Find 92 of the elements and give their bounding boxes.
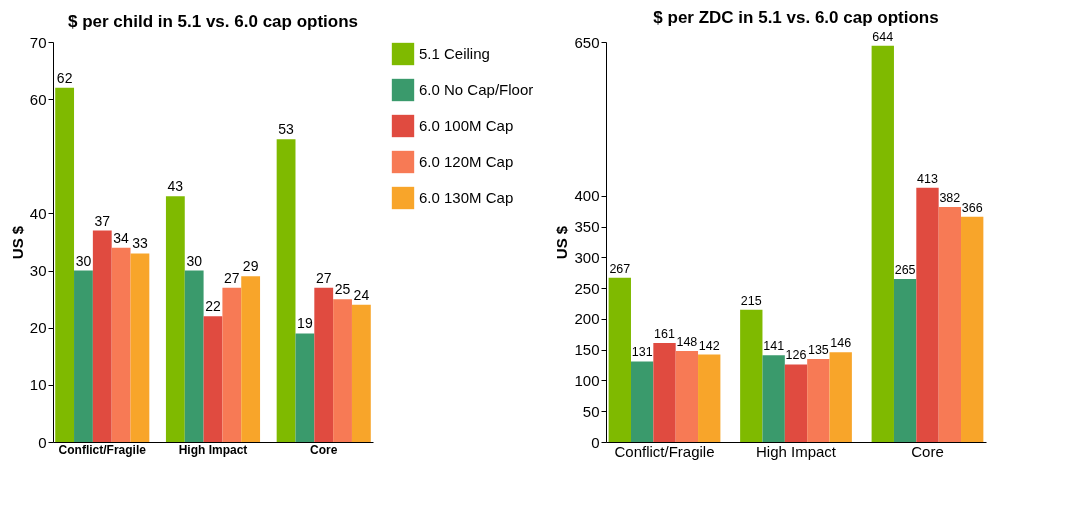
bar xyxy=(165,196,185,442)
bar xyxy=(740,309,763,442)
data-label: 25 xyxy=(334,281,351,298)
data-label: 161 xyxy=(654,326,675,341)
data-label: 29 xyxy=(242,258,259,275)
bar xyxy=(111,247,131,442)
y-tick-label: 10 xyxy=(29,376,47,394)
legend-label: 6.0 120M Cap xyxy=(419,153,514,170)
bar xyxy=(55,87,75,442)
data-label: 22 xyxy=(205,298,221,315)
bar xyxy=(295,333,315,442)
data-label: 141 xyxy=(763,339,785,354)
bar xyxy=(333,299,352,442)
bar xyxy=(222,287,242,442)
y-tick-label: 100 xyxy=(574,371,600,389)
data-label: 142 xyxy=(698,338,720,353)
x-tick-label: High Impact xyxy=(755,442,837,460)
data-label: 413 xyxy=(917,171,938,186)
data-label: 53 xyxy=(278,121,295,138)
y-tick-label: 50 xyxy=(582,402,600,420)
data-label: 265 xyxy=(894,262,916,277)
data-label: 30 xyxy=(186,252,203,269)
bar xyxy=(961,216,984,442)
y-tick-label: 300 xyxy=(574,248,600,266)
chart-title: $ per child in 5.1 vs. 6.0 cap options xyxy=(67,12,359,31)
chart-title: $ per ZDC in 5.1 vs. 6.0 cap options xyxy=(653,7,939,27)
bar xyxy=(829,352,852,442)
bar xyxy=(893,278,917,442)
bar xyxy=(130,253,150,442)
bar xyxy=(184,270,204,442)
y-tick-label: 400 xyxy=(574,187,600,205)
y-tick-label: 650 xyxy=(574,33,600,51)
y-axis-title: US $ xyxy=(553,225,571,260)
data-label: 146 xyxy=(830,336,852,351)
legend-label: 6.0 No Cap/Floor xyxy=(419,81,534,98)
data-label: 27 xyxy=(224,269,240,286)
bar xyxy=(698,354,721,442)
y-tick-label: 350 xyxy=(574,218,600,236)
data-label: 215 xyxy=(740,293,762,308)
bar xyxy=(675,350,699,442)
x-tick-label: Core xyxy=(911,442,944,460)
data-label: 33 xyxy=(132,235,148,252)
legend-label: 6.0 100M Cap xyxy=(419,117,514,134)
y-tick-label: 70 xyxy=(29,33,47,51)
x-tick-label: Conflict/Fragile xyxy=(614,442,715,460)
legend-label: 6.0 130M Cap xyxy=(419,189,514,206)
x-tick-label: Core xyxy=(310,442,338,457)
y-tick-label: 20 xyxy=(29,319,47,337)
data-label: 382 xyxy=(939,190,961,205)
data-label: 148 xyxy=(676,334,698,349)
y-tick-label: 40 xyxy=(29,204,47,222)
bar xyxy=(630,361,654,442)
bar xyxy=(241,276,261,442)
data-label: 19 xyxy=(297,315,313,332)
y-tick-label: 150 xyxy=(574,341,600,359)
bar xyxy=(938,206,962,442)
bar xyxy=(916,187,939,442)
bar xyxy=(608,277,631,442)
y-tick-label: 200 xyxy=(574,310,600,328)
y-tick-label: 0 xyxy=(38,433,47,451)
bar xyxy=(871,45,894,442)
data-label: 24 xyxy=(353,286,370,303)
y-axis-title: US $ xyxy=(8,225,26,260)
x-tick-label: High Impact xyxy=(178,442,248,457)
bar xyxy=(784,364,808,442)
data-label: 43 xyxy=(167,178,184,195)
data-label: 267 xyxy=(609,261,631,276)
data-label: 62 xyxy=(56,69,73,86)
data-label: 131 xyxy=(631,345,653,360)
data-label: 30 xyxy=(75,252,92,269)
bar xyxy=(203,316,223,442)
y-tick-label: 250 xyxy=(574,279,600,297)
data-label: 366 xyxy=(961,200,983,215)
x-tick-label: Conflict/Fragile xyxy=(58,442,147,457)
data-label: 27 xyxy=(315,269,332,286)
y-tick-label: 60 xyxy=(29,90,47,108)
bar xyxy=(653,342,676,442)
y-tick-label: 30 xyxy=(29,262,47,280)
bar xyxy=(762,355,785,442)
data-label: 644 xyxy=(872,29,894,44)
data-label: 135 xyxy=(807,342,829,357)
y-tick-label: 0 xyxy=(591,433,600,451)
data-label: 34 xyxy=(113,229,130,246)
bar xyxy=(351,304,371,442)
bar xyxy=(314,287,334,442)
bar xyxy=(92,230,112,442)
data-label: 37 xyxy=(94,212,111,229)
legend-label: 5.1 Ceiling xyxy=(419,45,490,62)
bar xyxy=(807,358,830,442)
bar xyxy=(74,270,93,442)
bar xyxy=(276,139,296,442)
data-label: 126 xyxy=(785,348,807,363)
